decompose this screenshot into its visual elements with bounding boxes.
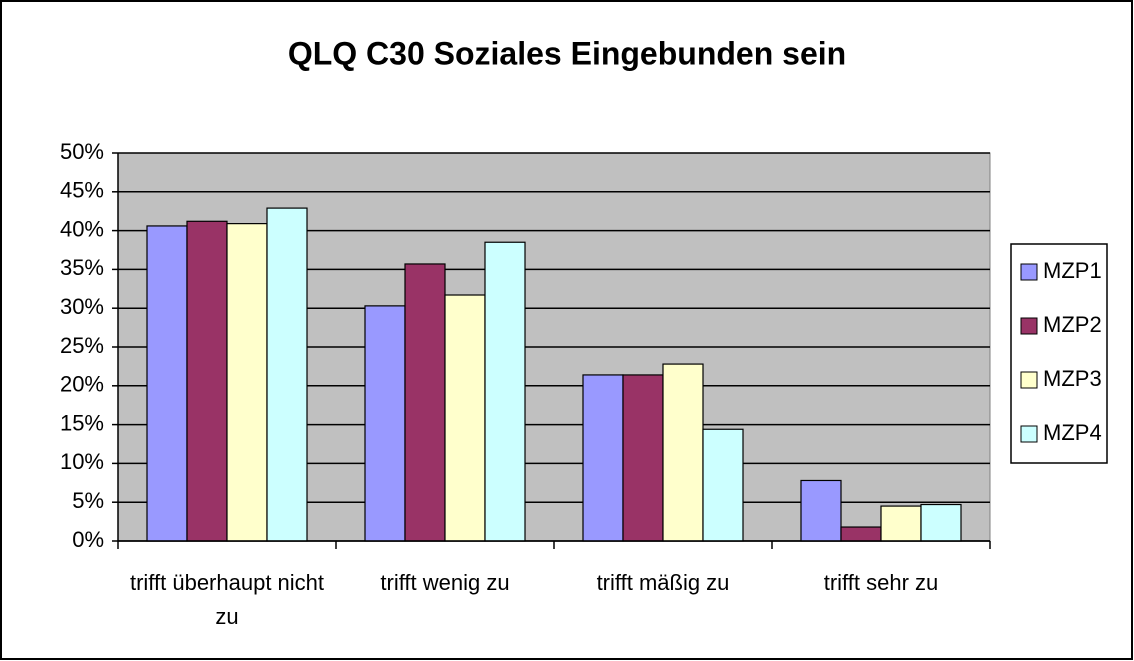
bar: [266, 207, 308, 542]
bar: [484, 241, 526, 542]
legend-label: MZP2: [1043, 312, 1102, 337]
x-tick-label: trifft wenig zu: [380, 570, 510, 595]
y-tick-label: 15%: [60, 410, 104, 435]
y-tick-label: 25%: [60, 333, 104, 358]
bar: [404, 263, 446, 542]
y-tick-label: 45%: [60, 178, 104, 203]
bar: [702, 428, 744, 542]
bar: [364, 305, 406, 542]
bar: [622, 374, 664, 542]
legend-swatch: [1020, 317, 1038, 335]
legend-label: MZP3: [1043, 366, 1102, 391]
bar: [840, 526, 882, 542]
bar: [186, 220, 228, 542]
x-tick-label: trifft sehr zu: [823, 570, 939, 595]
y-tick-label: 30%: [60, 294, 104, 319]
bar: [226, 223, 268, 542]
bar: [920, 503, 962, 542]
bar: [800, 479, 842, 542]
legend-label: MZP4: [1043, 420, 1102, 445]
y-tick-label: 20%: [60, 372, 104, 397]
y-tick-label: 40%: [60, 216, 104, 241]
y-tick-label: 0%: [72, 527, 104, 552]
bar: [582, 374, 624, 542]
legend-swatch: [1020, 263, 1038, 281]
bar: [662, 363, 704, 542]
legend-swatch: [1020, 371, 1038, 389]
chart-title: QLQ C30 Soziales Eingebunden sein: [288, 35, 846, 71]
bar: [880, 505, 922, 542]
bar: [146, 225, 188, 542]
bar: [444, 294, 486, 542]
y-tick-label: 35%: [60, 255, 104, 280]
y-tick-label: 5%: [72, 488, 104, 513]
x-tick-label: trifft mäßig zu: [596, 570, 730, 595]
x-tick-label: trifft überhaupt nicht zu: [129, 570, 325, 629]
legend-swatch: [1020, 425, 1038, 443]
legend-label: MZP1: [1043, 258, 1102, 283]
y-tick-label: 10%: [60, 449, 104, 474]
y-tick-label: 50%: [60, 139, 104, 164]
